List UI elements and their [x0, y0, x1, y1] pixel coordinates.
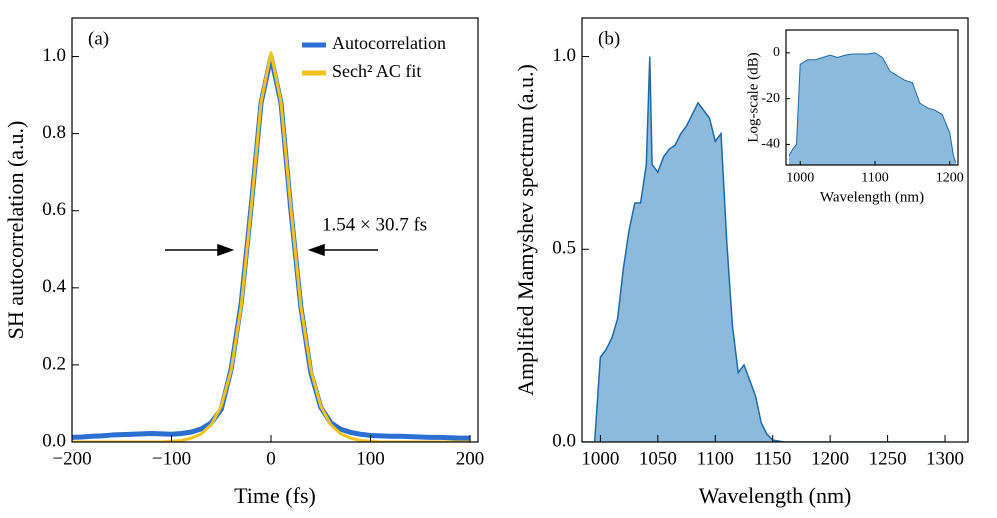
area-line — [788, 52, 957, 163]
data-layer — [72, 51, 471, 442]
fwhm-arrows — [165, 243, 378, 257]
x-tick-label: 1300 — [926, 448, 964, 469]
area-fill — [583, 56, 946, 442]
x-tick-label: 1050 — [639, 448, 677, 469]
y-tick-label: 0 — [773, 45, 780, 60]
x-tick-label: 100 — [356, 448, 385, 469]
y-axis-label: Log-scale (dB) — [745, 52, 761, 142]
y-tick-label: 0.0 — [42, 430, 66, 451]
x-tick-label: 200 — [456, 448, 485, 469]
x-axis-label: Time (fs) — [234, 483, 316, 508]
y-tick-label: 0.6 — [42, 199, 66, 220]
arrow-head — [217, 243, 235, 257]
panel: −200 −100 0 100 200 0.0 0.2 0.4 0.6 0.8 1.0 Time (f… — [3, 17, 485, 508]
arrow-head — [307, 243, 325, 257]
y-tick-label: 0.5 — [552, 238, 576, 259]
legend-label: Autocorrelation — [332, 33, 446, 53]
y-tick-label: 0.4 — [42, 276, 66, 297]
plot-frame — [71, 17, 479, 443]
data-layer — [788, 52, 957, 165]
y-axis-label: SH autocorrelation (a.u.) — [3, 121, 28, 340]
y-tick-label: 0.0 — [552, 430, 576, 451]
x-tick-label: 1100 — [697, 448, 734, 469]
x-tick-label: 1250 — [869, 448, 907, 469]
series-line — [72, 51, 471, 442]
plot-frame — [785, 29, 959, 166]
x-tick-label: 1200 — [811, 448, 849, 469]
legend-label: Sech² AC fit — [332, 61, 421, 81]
y-tick-label: -20 — [761, 91, 780, 106]
x-tick-label: 0 — [266, 448, 276, 469]
x-tick-label: −100 — [152, 448, 191, 469]
x-axis-label: Wavelength (nm) — [699, 483, 852, 508]
annotation: 1.54 × 30.7 fs — [322, 214, 427, 235]
x-tick-label: 1000 — [786, 171, 814, 186]
x-tick-label: −200 — [52, 448, 91, 469]
plot-frame — [581, 17, 969, 443]
y-tick-label: 0.2 — [42, 353, 66, 374]
y-axis-label: Amplified Mamyshev spectrum (a.u.) — [513, 64, 538, 396]
area-fill — [788, 52, 956, 165]
x-tick-label: 1100 — [861, 171, 888, 186]
y-tick-label: 0.8 — [42, 122, 66, 143]
y-tick-label: -40 — [761, 137, 780, 152]
y-tick-label: 1.0 — [42, 45, 66, 66]
data-layer — [583, 56, 946, 442]
annotation: (b) — [598, 28, 620, 49]
area-line — [583, 56, 946, 442]
annotation: (a) — [88, 28, 109, 49]
plot-background — [72, 18, 478, 442]
x-tick-label: 1200 — [936, 171, 964, 186]
panel: 1000 1100 1200 0 -20 -40 Wavelength (nm) Log-sc… — [745, 29, 964, 205]
x-tick-label: 1000 — [581, 448, 619, 469]
y-tick-label: 1.0 — [552, 45, 576, 66]
x-tick-label: 1150 — [754, 448, 791, 469]
x-axis-label: Wavelength (nm) — [820, 189, 924, 205]
